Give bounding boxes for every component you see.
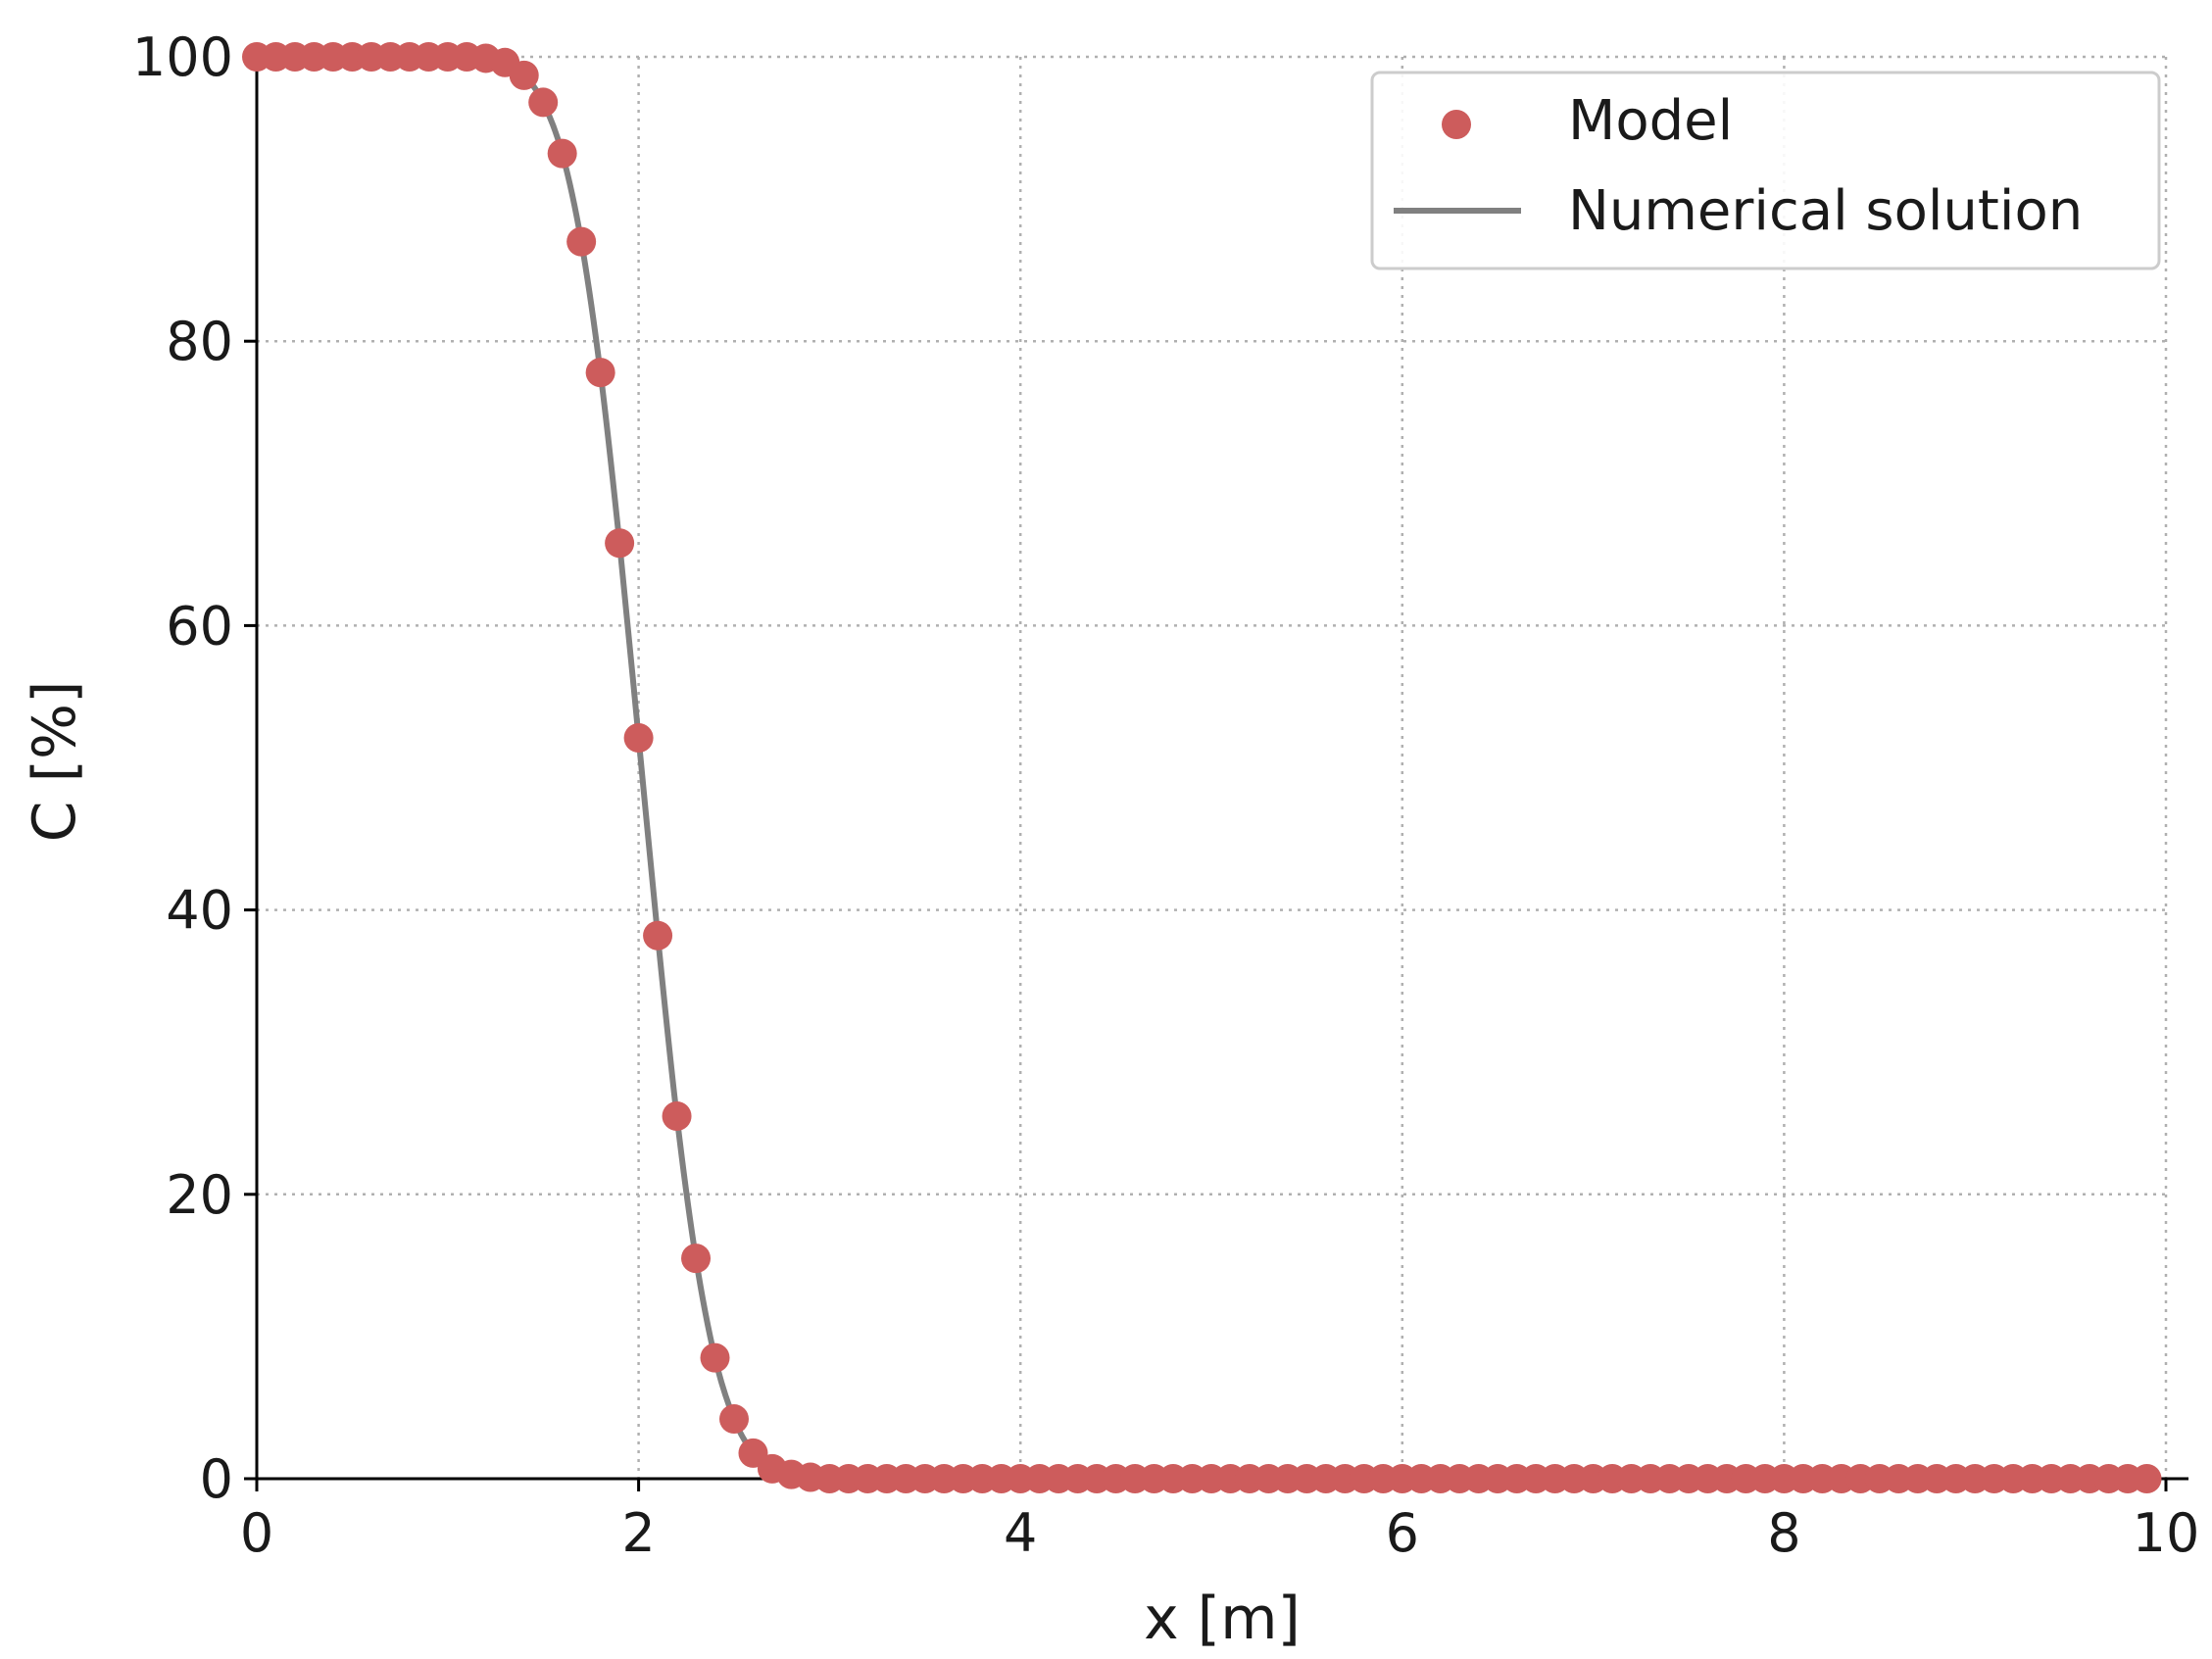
model-point (681, 1244, 712, 1274)
model-point (566, 226, 597, 257)
x-tick-label: 8 (1767, 1502, 1800, 1564)
y-tick-label: 100 (132, 26, 233, 88)
series-line-numerical-solution (254, 53, 2150, 1483)
legend-marker-model (1442, 110, 1471, 139)
legend-label-numerical-solution: Numerical solution (1568, 179, 2083, 243)
model-point (719, 1404, 749, 1435)
x-tick-label: 10 (2133, 1502, 2200, 1564)
x-axis-label: x [m] (1144, 1585, 1301, 1653)
series-markers-model (242, 42, 2162, 1493)
y-tick-label: 40 (166, 880, 233, 942)
model-point (547, 138, 577, 169)
model-point (700, 1342, 730, 1373)
legend-box (1370, 71, 2161, 270)
series (242, 42, 2162, 1493)
model-point (623, 723, 654, 754)
model-point (643, 920, 673, 951)
x-tick-label: 6 (1386, 1502, 1419, 1564)
model-point (528, 87, 559, 118)
y-tick-label: 20 (166, 1164, 233, 1226)
y-tick-label: 80 (166, 311, 233, 372)
legend-label-model: Model (1568, 89, 1733, 153)
x-tick-label: 4 (1004, 1502, 1037, 1564)
legend: Model Numerical solution (1370, 71, 2161, 270)
model-point (662, 1100, 692, 1131)
x-tick-label: 0 (240, 1502, 273, 1564)
model-point (2132, 1464, 2162, 1493)
model-point (605, 528, 635, 559)
y-tick-label: 60 (166, 595, 233, 657)
grid (257, 55, 2168, 1479)
y-tick-label: 0 (200, 1448, 233, 1510)
x-tick-label: 2 (621, 1502, 655, 1564)
model-point (585, 358, 615, 388)
y-axis-label: C [%] (21, 681, 89, 843)
model-point (509, 60, 539, 90)
